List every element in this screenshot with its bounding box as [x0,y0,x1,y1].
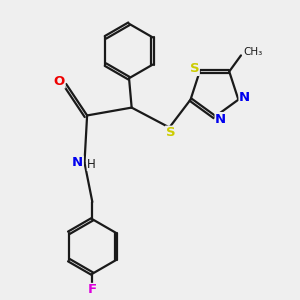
Text: S: S [166,126,175,139]
Text: H: H [87,158,96,171]
Text: F: F [88,284,97,296]
Text: N: N [215,112,226,126]
Text: N: N [239,91,250,104]
Text: O: O [54,75,65,88]
Text: N: N [72,156,83,169]
Text: CH₃: CH₃ [244,47,263,57]
Text: S: S [190,62,199,75]
